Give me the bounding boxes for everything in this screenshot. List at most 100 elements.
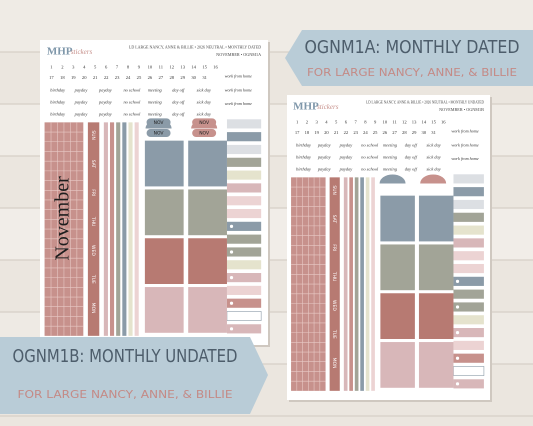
date: 4 — [325, 120, 328, 125]
side-sticker — [453, 251, 484, 261]
date: 17 — [295, 130, 300, 135]
side-sticker — [453, 212, 484, 222]
month-tab-label: NOV — [199, 131, 210, 137]
weekday-strip — [87, 122, 100, 336]
date: 10 — [148, 65, 153, 70]
label-sticker: sick day — [426, 167, 440, 172]
date: 24 — [126, 75, 131, 80]
stripe — [360, 177, 364, 391]
tab — [379, 174, 406, 184]
weekday: MON — [331, 358, 337, 369]
label-sticker: sick day — [426, 142, 440, 147]
side-sticker — [226, 298, 262, 308]
date: 2 — [306, 120, 309, 125]
label-sticker: meeting — [148, 87, 163, 92]
side-dot — [455, 305, 460, 309]
date: 24 — [363, 130, 368, 135]
label-sticker: payday — [98, 100, 112, 105]
box-sticker — [188, 140, 227, 187]
side-sticker — [226, 311, 262, 321]
label-sticker: meeting — [383, 155, 398, 160]
stripe — [343, 177, 348, 391]
stripe — [134, 122, 139, 336]
date: 21 — [334, 130, 339, 135]
month-tab-label: NOV — [154, 120, 165, 126]
side-sticker — [453, 328, 484, 338]
label-sticker: meeting — [148, 100, 163, 105]
month-tab — [192, 118, 217, 127]
side-sticker — [226, 183, 262, 193]
side-dot — [229, 301, 234, 305]
banner-subtitle: FOR LARGE NANCY, ANNE, & BILLIE — [18, 388, 233, 401]
box-sticker — [188, 189, 227, 236]
label-sticker: payday — [339, 167, 353, 172]
label-sticker: payday — [317, 142, 331, 147]
weekday: WED — [90, 245, 96, 256]
date: 28 — [402, 130, 407, 135]
date: 3 — [72, 65, 75, 70]
banner-title: OGNM1A: MONTHLY DATED — [305, 37, 520, 58]
side-sticker — [453, 199, 484, 210]
box-sticker — [144, 238, 184, 284]
label-sticker: day off — [405, 167, 418, 172]
label-sticker: birthday — [296, 155, 311, 160]
box-sticker — [188, 287, 227, 333]
date: 1 — [296, 120, 299, 125]
side-sticker — [226, 221, 262, 231]
side-sticker — [226, 196, 262, 206]
side-label: work from home — [451, 129, 478, 134]
date: 11 — [159, 65, 164, 70]
date: 10 — [383, 120, 388, 125]
date: 14 — [422, 120, 427, 125]
month-tab — [146, 118, 171, 127]
box-sticker — [144, 287, 184, 333]
date: 16 — [441, 120, 446, 125]
box-sticker — [144, 140, 184, 187]
box-sticker — [418, 244, 454, 291]
date: 30 — [191, 75, 196, 80]
label-sticker: no school — [123, 112, 141, 117]
side-sticker — [453, 174, 484, 184]
date: 29 — [412, 130, 417, 135]
side-sticker — [453, 187, 484, 197]
stripe — [371, 177, 375, 391]
date: 16 — [213, 65, 218, 70]
box-sticker — [380, 244, 415, 291]
side-sticker — [226, 157, 262, 167]
date: 22 — [344, 130, 349, 135]
label-sticker: payday — [74, 112, 88, 117]
weekday: TUE — [331, 329, 337, 339]
label-sticker: payday — [339, 142, 353, 147]
weekday: SAT — [331, 215, 337, 224]
side-sticker — [453, 276, 484, 286]
side-sticker — [226, 170, 262, 180]
date: 23 — [353, 130, 358, 135]
box-sticker — [188, 238, 227, 284]
label-sticker: sick day — [197, 100, 211, 105]
side-sticker — [226, 247, 262, 257]
side-dot — [229, 327, 234, 331]
box-sticker — [380, 293, 415, 339]
stripe — [109, 122, 115, 336]
label-sticker: payday — [98, 87, 112, 92]
tab — [420, 174, 447, 184]
side-sticker — [226, 119, 262, 129]
side-sticker — [453, 225, 484, 235]
date: 12 — [169, 65, 174, 70]
stripe — [349, 177, 353, 391]
logo-sub: stickers — [317, 103, 339, 111]
banner-undated: OGNM1B: MONTHLY UNDATED FOR LARGE NANCY,… — [0, 337, 268, 414]
sheet-header: LD LARGE NANCY, ANNE & BILLIE • 2026 NEU… — [366, 100, 484, 106]
stripe — [354, 177, 359, 391]
box-sticker — [418, 195, 454, 242]
label-sticker: day off — [172, 112, 185, 117]
date: 18 — [60, 75, 65, 80]
side-sticker — [453, 340, 484, 350]
label-sticker: no school — [361, 155, 379, 160]
month-tab-label: NOV — [199, 120, 210, 126]
date: 11 — [392, 120, 397, 125]
date: 27 — [392, 130, 397, 135]
logo: MHP — [293, 101, 319, 113]
month-tab — [192, 129, 217, 138]
date: 14 — [191, 65, 196, 70]
